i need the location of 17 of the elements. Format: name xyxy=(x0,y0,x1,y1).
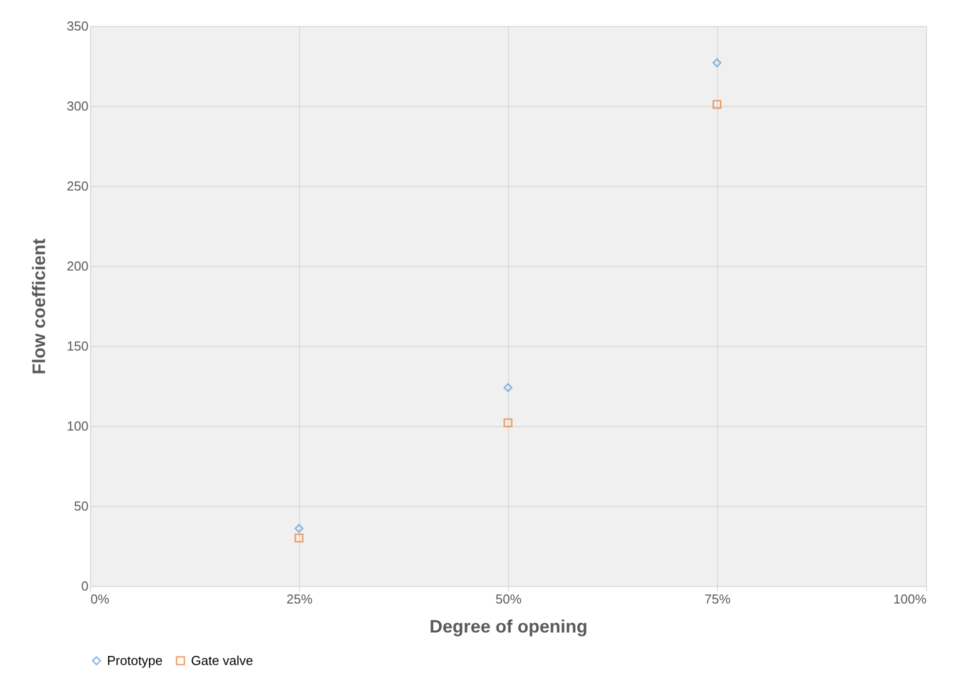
y-tick-label: 100 xyxy=(66,418,88,434)
y-tick-label: 150 xyxy=(66,338,88,354)
y-tick-label: 300 xyxy=(66,98,88,114)
y-tick-label: 0 xyxy=(81,578,88,594)
x-tick-label: 25% xyxy=(286,592,313,606)
x-axis-title: Degree of opening xyxy=(429,616,588,636)
y-axis-title: Flow coefficient xyxy=(28,238,49,375)
x-tick-label: 75% xyxy=(704,592,731,606)
legend-label: Prototype xyxy=(107,652,163,668)
legend-label: Gate valve xyxy=(191,652,254,668)
x-tick-label: 50% xyxy=(495,592,522,606)
x-tick-label: 100% xyxy=(893,592,927,606)
y-tick-label: 200 xyxy=(66,258,88,274)
y-tick-label: 50 xyxy=(74,498,88,514)
x-tick-label: 0% xyxy=(90,592,110,606)
y-tick-label: 350 xyxy=(66,18,88,34)
y-tick-label: 250 xyxy=(66,178,88,194)
